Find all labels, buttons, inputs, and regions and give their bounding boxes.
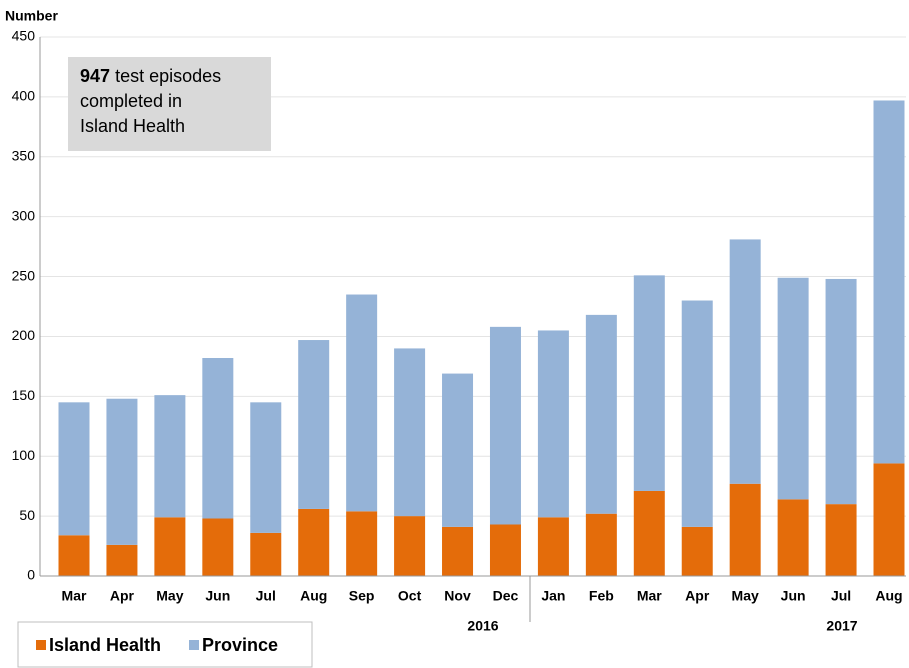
bar-segment xyxy=(394,348,426,517)
bar-segment xyxy=(585,513,617,576)
x-tick-label: Apr xyxy=(110,588,135,604)
bar-segment xyxy=(489,326,521,525)
bar-segment xyxy=(537,517,569,576)
annotation-line: Island Health xyxy=(80,116,185,136)
y-tick-label: 150 xyxy=(12,387,36,403)
y-axis-title: Number xyxy=(5,8,58,24)
year-label: 2016 xyxy=(467,618,498,634)
bar-segment xyxy=(585,314,617,514)
y-tick-label: 200 xyxy=(12,327,36,343)
bar-segment xyxy=(825,504,857,576)
y-tick-label: 100 xyxy=(12,447,36,463)
bar-segment xyxy=(250,402,282,533)
bar-segment xyxy=(873,463,905,576)
x-tick-label: Oct xyxy=(398,588,422,604)
y-tick-label: 450 xyxy=(12,28,36,44)
annotation-box xyxy=(68,57,271,151)
x-tick-label: Jul xyxy=(256,588,276,604)
bar-segment xyxy=(873,100,905,464)
annotation-number: 947 xyxy=(80,66,110,86)
bar-segment xyxy=(825,278,857,505)
x-tick-label: Mar xyxy=(62,588,87,604)
legend-swatch xyxy=(189,640,199,650)
bar-segment xyxy=(681,300,713,527)
x-tick-label: May xyxy=(156,588,183,604)
x-tick-label: Aug xyxy=(300,588,327,604)
bar-segment xyxy=(106,398,138,545)
x-tick-label: Aug xyxy=(875,588,902,604)
bar-segment xyxy=(298,340,330,509)
bar-segment xyxy=(777,499,809,576)
bar-segment xyxy=(106,544,138,576)
year-label: 2017 xyxy=(826,618,857,634)
x-tick-label: Jun xyxy=(781,588,806,604)
bar-segment xyxy=(633,490,665,576)
bar-segment xyxy=(729,483,761,576)
bar-segment xyxy=(633,275,665,491)
bar-segment xyxy=(442,373,474,527)
x-tick-label: Nov xyxy=(444,588,471,604)
x-tick-label: Dec xyxy=(493,588,519,604)
x-tick-label: Sep xyxy=(349,588,375,604)
y-tick-label: 300 xyxy=(12,207,36,223)
x-tick-label: Apr xyxy=(685,588,710,604)
y-tick-label: 0 xyxy=(27,567,35,583)
bar-segment xyxy=(777,277,809,500)
bar-segment xyxy=(58,402,90,536)
bar-segment xyxy=(442,526,474,576)
y-tick-label: 350 xyxy=(12,147,36,163)
y-tick-label: 400 xyxy=(12,88,36,104)
y-tick-label: 250 xyxy=(12,267,36,283)
legend-label: Province xyxy=(202,635,278,655)
bar-segment xyxy=(394,516,426,576)
y-tick-label: 50 xyxy=(19,507,35,523)
bar-segment xyxy=(729,239,761,484)
bar-segment xyxy=(202,518,234,576)
bar-segment xyxy=(537,330,569,518)
annotation: 947 test episodes xyxy=(80,66,221,86)
bar-segment xyxy=(681,526,713,576)
legend-label: Island Health xyxy=(49,635,161,655)
annotation-line: completed in xyxy=(80,91,182,111)
x-tick-label: Mar xyxy=(637,588,662,604)
legend-box xyxy=(17,621,313,668)
x-tick-label: Jul xyxy=(831,588,851,604)
x-tick-label: May xyxy=(732,588,759,604)
bar-segment xyxy=(250,532,282,576)
bar-segment xyxy=(346,294,378,512)
bar-segment xyxy=(154,395,186,518)
x-tick-label: Jan xyxy=(541,588,565,604)
x-tick-label: Jun xyxy=(205,588,230,604)
bar-segment xyxy=(346,511,378,576)
bar-segment xyxy=(202,358,234,519)
bar-segment xyxy=(489,524,521,576)
bar-segment xyxy=(154,517,186,576)
bar-segment xyxy=(58,535,90,576)
annotation-line: test episodes xyxy=(115,66,221,86)
x-tick-label: Feb xyxy=(589,588,614,604)
legend-swatch xyxy=(36,640,46,650)
bar-segment xyxy=(298,508,330,576)
